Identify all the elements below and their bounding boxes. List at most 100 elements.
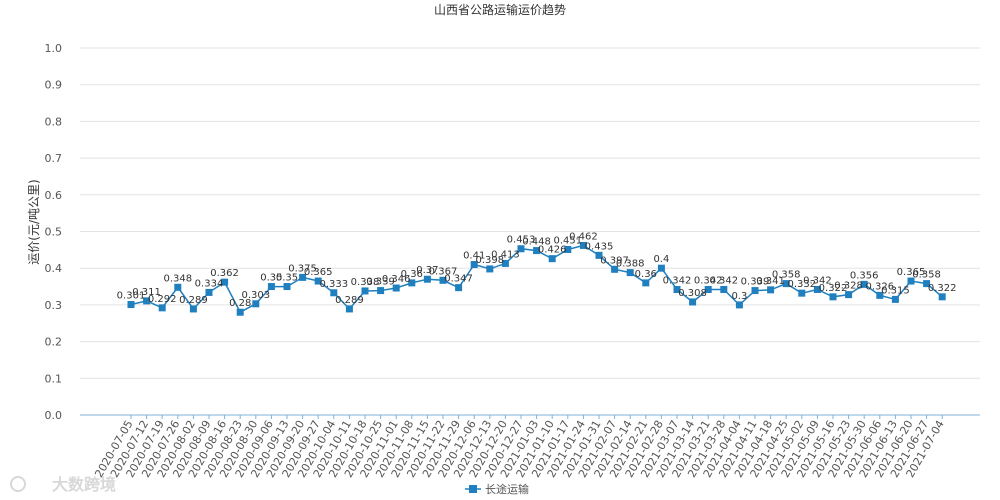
data-point <box>470 261 478 269</box>
y-tick-label: 0.8 <box>45 115 63 128</box>
data-point <box>626 269 634 277</box>
data-point <box>595 251 603 259</box>
data-label: 0.328 <box>834 281 863 292</box>
data-label: 0.365 <box>897 267 926 278</box>
y-tick-label: 0.3 <box>45 299 63 312</box>
data-label: 0.453 <box>507 235 536 246</box>
data-point <box>314 277 322 285</box>
data-point <box>221 278 229 286</box>
data-label: 0.289 <box>179 295 208 306</box>
data-label: 0.342 <box>694 275 723 286</box>
data-point <box>408 279 416 287</box>
data-point <box>548 255 556 263</box>
data-label: 0.333 <box>319 279 348 290</box>
chart-title: 山西省公路运输运价趋势 <box>434 2 566 17</box>
data-point <box>299 273 307 281</box>
y-tick-label: 0.7 <box>45 152 63 165</box>
watermark-text: 大数跨境 <box>52 475 116 494</box>
data-label: 0.35 <box>276 273 298 284</box>
watermark-logo-icon <box>10 476 26 492</box>
y-tick-label: 0.5 <box>45 226 63 239</box>
data-label: 0.292 <box>148 294 177 305</box>
data-point <box>704 285 712 293</box>
data-label: 0.4 <box>653 254 669 265</box>
data-labels: 0.3010.3110.2920.3480.2890.3340.3620.280… <box>117 231 957 309</box>
data-point <box>751 287 759 295</box>
y-tick-label: 0.6 <box>45 189 63 202</box>
data-point <box>205 288 213 296</box>
data-point <box>127 301 135 309</box>
data-point <box>876 291 884 299</box>
data-label: 0.448 <box>522 237 551 248</box>
grid-lines <box>80 47 980 416</box>
data-label: 0.358 <box>912 270 941 281</box>
data-label: 0.435 <box>585 241 614 252</box>
watermark: 大数跨境 <box>10 475 116 494</box>
data-point <box>923 280 931 288</box>
data-point <box>907 277 915 285</box>
data-label: 0.413 <box>491 249 520 260</box>
data-label: 0.289 <box>335 295 364 306</box>
y-tick-label: 0.4 <box>45 262 63 275</box>
data-point <box>657 264 665 272</box>
data-point <box>860 280 868 288</box>
data-point <box>439 276 447 284</box>
data-label: 0.41 <box>463 251 485 262</box>
data-point <box>579 241 587 249</box>
data-label: 0.342 <box>709 275 738 286</box>
data-label: 0.37 <box>416 265 438 276</box>
data-label: 0.322 <box>928 283 957 294</box>
data-label: 0.303 <box>241 290 270 301</box>
data-label: 0.426 <box>538 245 567 256</box>
data-point <box>189 305 197 313</box>
data-point <box>891 295 899 303</box>
data-label: 0.375 <box>288 263 317 274</box>
data-point <box>455 284 463 292</box>
data-label: 0.462 <box>569 231 598 242</box>
data-label: 0.362 <box>210 268 239 279</box>
data-label: 0.388 <box>616 259 645 270</box>
data-point <box>611 265 619 273</box>
y-tick-label: 0.2 <box>45 336 63 349</box>
y-axis-label: 运价(元/吨公里) <box>27 179 41 264</box>
data-label: 0.301 <box>117 291 146 302</box>
data-label: 0.341 <box>756 276 785 287</box>
y-tick-label: 0.0 <box>45 409 63 422</box>
data-label: 0.342 <box>663 275 692 286</box>
data-label: 0.356 <box>850 270 879 281</box>
legend[interactable]: 长途运输 <box>465 482 529 496</box>
data-label: 0.397 <box>600 255 629 266</box>
x-axis-ticks: 2020-07-052020-07-122020-07-192020-07-26… <box>92 415 947 480</box>
data-point <box>782 280 790 288</box>
data-point <box>517 245 525 253</box>
data-label: 0.36 <box>635 269 657 280</box>
data-label: 0.311 <box>132 287 161 298</box>
data-point <box>533 247 541 255</box>
y-tick-label: 0.1 <box>45 372 63 385</box>
data-label: 0.346 <box>382 274 411 285</box>
data-point <box>174 283 182 291</box>
data-point <box>798 289 806 297</box>
data-label: 0.308 <box>678 288 707 299</box>
data-label: 0.348 <box>163 273 192 284</box>
data-label: 0.398 <box>475 255 504 266</box>
data-point <box>938 293 946 301</box>
data-label: 0.332 <box>787 279 816 290</box>
data-points <box>127 241 946 316</box>
y-axis-ticks: 0.0 0.1 0.2 0.3 0.4 0.5 0.6 0.7 0.8 0.9 1.0 <box>45 42 63 422</box>
data-label: 0.358 <box>772 270 801 281</box>
data-label: 0.334 <box>195 278 224 289</box>
data-point <box>158 304 166 312</box>
data-point <box>829 293 837 301</box>
data-label: 0.28 <box>229 298 251 309</box>
y-tick-label: 1.0 <box>45 42 63 55</box>
data-point <box>283 283 291 291</box>
data-label: 0.365 <box>304 267 333 278</box>
data-point <box>501 259 509 267</box>
data-point <box>689 298 697 306</box>
data-point <box>673 285 681 293</box>
data-label: 0.451 <box>553 235 582 246</box>
data-label: 0.338 <box>351 277 380 288</box>
legend-marker-icon <box>469 485 477 493</box>
